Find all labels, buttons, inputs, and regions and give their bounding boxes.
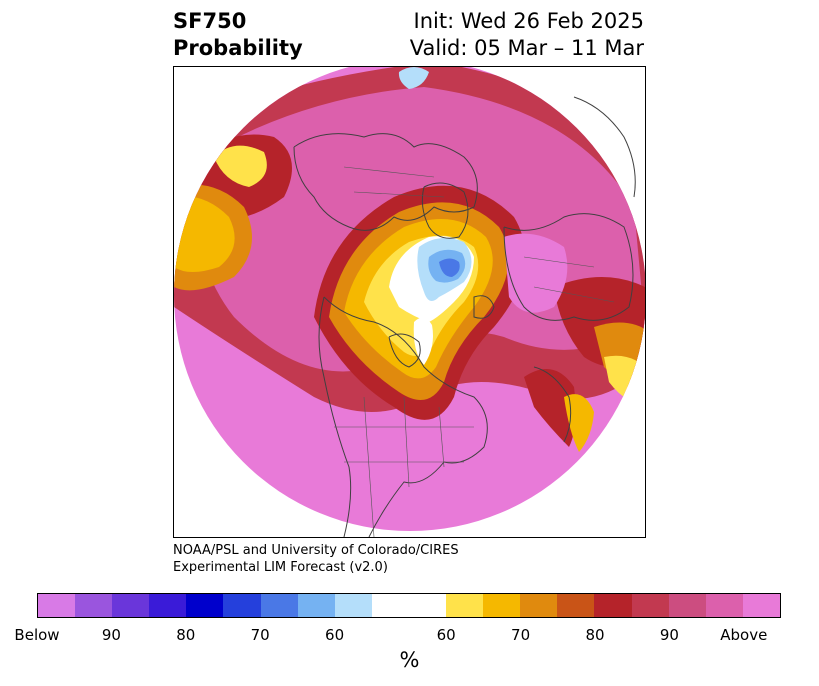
colorbar-tick-label: 90	[659, 626, 679, 644]
colorbar-tick-label: 60	[436, 626, 456, 644]
colorbar-tick-label: 90	[101, 626, 121, 644]
probability-field	[174, 67, 645, 531]
colorbar-segment	[186, 594, 224, 617]
colorbar-segment	[483, 594, 521, 617]
coastlines	[293, 96, 636, 537]
colorbar-segment	[446, 594, 484, 617]
colorbar-segment	[631, 594, 669, 617]
map-svg	[174, 67, 645, 537]
title-quantity: Probability	[173, 36, 303, 60]
colorbar	[37, 593, 781, 618]
colorbar-segment	[260, 594, 298, 617]
colorbar-segment	[334, 594, 372, 617]
colorbar-segment	[371, 594, 447, 617]
colorbar-segment	[75, 594, 113, 617]
colorbar-unit-label: %	[399, 648, 420, 672]
colorbar-segment	[149, 594, 187, 617]
credit-text: NOAA/PSL and University of Colorado/CIRE…	[173, 542, 459, 576]
colorbar-tick-label: 80	[176, 626, 196, 644]
credit-line-1: NOAA/PSL and University of Colorado/CIRE…	[173, 543, 459, 558]
colorbar-segment	[594, 594, 632, 617]
colorbar-segment	[668, 594, 706, 617]
polar-map	[173, 66, 646, 538]
colorbar-tick-label: 60	[325, 626, 345, 644]
colorbar-segment	[223, 594, 261, 617]
colorbar-tick-label: 70	[511, 626, 531, 644]
colorbar-tick-label: 70	[250, 626, 270, 644]
colorbar-segment	[705, 594, 743, 617]
political-borders	[334, 166, 615, 537]
title-valid-range: Valid: 05 Mar – 11 Mar	[409, 36, 644, 60]
title-variable: SF750	[173, 9, 247, 33]
colorbar-segment	[520, 594, 558, 617]
colorbar-ticks: Below 90 80 70 60 60 70 80 90 Above	[0, 626, 819, 646]
colorbar-segment	[557, 594, 595, 617]
title-init-date: Init: Wed 26 Feb 2025	[413, 9, 644, 33]
colorbar-segment	[112, 594, 150, 617]
colorbar-segment	[297, 594, 335, 617]
colorbar-segment	[38, 594, 76, 617]
colorbar-tick-label: 80	[585, 626, 605, 644]
credit-line-2: Experimental LIM Forecast (v2.0)	[173, 560, 388, 575]
colorbar-segment	[742, 594, 780, 617]
colorbar-tick-label: Below	[14, 626, 60, 644]
map-title-left: SF750 Probability	[173, 8, 303, 62]
colorbar-tick-label: Above	[720, 626, 768, 644]
map-title-right: Init: Wed 26 Feb 2025 Valid: 05 Mar – 11…	[410, 8, 644, 62]
